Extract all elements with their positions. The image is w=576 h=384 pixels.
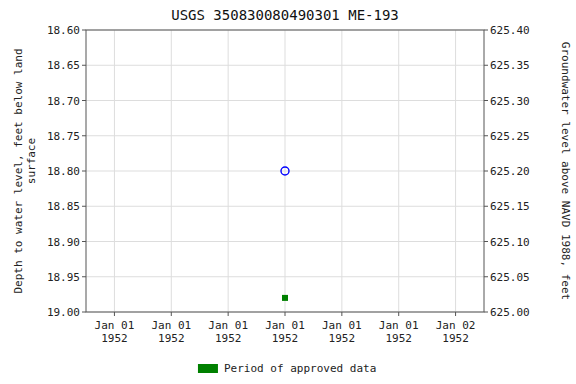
plot-frame xyxy=(86,30,484,312)
tick xyxy=(114,312,115,316)
text-line: 1952 xyxy=(215,332,242,345)
tick xyxy=(484,276,488,277)
text-line: Jan 01 xyxy=(95,319,135,332)
tick-label: 625.00 xyxy=(490,306,530,319)
tick-label: Jan 011952 xyxy=(265,319,305,345)
grid-line xyxy=(285,30,286,312)
text-line: Jan 02 xyxy=(436,319,476,332)
text-line: 1952 xyxy=(385,332,412,345)
text-line: 1952 xyxy=(442,332,469,345)
text-line: Jan 01 xyxy=(265,319,305,332)
tick-label: Jan 011952 xyxy=(95,319,135,345)
tick xyxy=(484,171,488,172)
tick xyxy=(484,30,488,31)
point xyxy=(282,295,288,301)
tick-label: Jan 021952 xyxy=(436,319,476,345)
tick-label: 18.70 xyxy=(47,95,80,108)
grid-line xyxy=(114,30,115,312)
tick xyxy=(285,312,286,316)
text-line: 1952 xyxy=(101,332,128,345)
tick-label: 18.85 xyxy=(47,200,80,213)
legend: Period of approved data xyxy=(198,362,376,375)
tick xyxy=(171,312,172,316)
axis-label: Depth to water level, feet below land su… xyxy=(12,48,38,293)
tick xyxy=(82,135,86,136)
tick xyxy=(82,65,86,66)
tick xyxy=(484,100,488,101)
text-line: 1952 xyxy=(272,332,299,345)
tick-label: 625.05 xyxy=(490,271,530,284)
grid-line xyxy=(228,30,229,312)
tick xyxy=(341,312,342,316)
tick-label: 18.65 xyxy=(47,59,80,72)
grid-line xyxy=(455,30,456,312)
title: USGS 350830080490301 ME-193 xyxy=(171,7,399,23)
tick-label: 18.75 xyxy=(47,130,80,143)
tick-label: 18.90 xyxy=(47,236,80,249)
text-line: 1952 xyxy=(158,332,185,345)
tick xyxy=(82,30,86,31)
tick-label: 19.00 xyxy=(47,306,80,319)
tick xyxy=(484,206,488,207)
marks xyxy=(281,167,289,301)
axis-label: Groundwater level above NAVD 1988, feet xyxy=(559,42,572,300)
tick xyxy=(455,312,456,316)
tick-label: 18.80 xyxy=(47,165,80,178)
tick-label: 625.10 xyxy=(490,236,530,249)
text-line: Jan 01 xyxy=(208,319,248,332)
tick-label: 625.25 xyxy=(490,130,530,143)
tick-label: Jan 011952 xyxy=(151,319,191,345)
tick xyxy=(82,206,86,207)
tick xyxy=(228,312,229,316)
tick xyxy=(82,312,86,313)
text-line: Jan 01 xyxy=(379,319,419,332)
tick-label: Jan 011952 xyxy=(208,319,248,345)
tick-label: 625.30 xyxy=(490,95,530,108)
tick xyxy=(82,100,86,101)
text-line: Jan 01 xyxy=(151,319,191,332)
tick-label: 18.60 xyxy=(47,24,80,37)
tick-label: 625.35 xyxy=(490,59,530,72)
tick xyxy=(82,171,86,172)
tick xyxy=(484,241,488,242)
tick xyxy=(484,312,488,313)
text-line: surface xyxy=(25,138,38,204)
tick-label: 625.20 xyxy=(490,165,530,178)
text-line: Jan 01 xyxy=(322,319,362,332)
tick xyxy=(484,65,488,66)
grid-line xyxy=(171,30,172,312)
tick-label: 18.95 xyxy=(47,271,80,284)
tick-label: 625.15 xyxy=(490,200,530,213)
tick xyxy=(82,276,86,277)
tick xyxy=(82,241,86,242)
text-line: Depth to water level, feet below land xyxy=(12,48,25,293)
text-line: 1952 xyxy=(329,332,356,345)
tick-label: 625.40 xyxy=(490,24,530,37)
grid-line xyxy=(341,30,342,312)
grid-line xyxy=(398,30,399,312)
plot-area xyxy=(86,30,484,312)
tick-label: Jan 011952 xyxy=(379,319,419,345)
tick xyxy=(398,312,399,316)
chart: 18.60 18.65 18.70 18.75 18.80 18.85 18.90 18.95… xyxy=(0,0,576,384)
point xyxy=(281,167,289,175)
tick xyxy=(484,135,488,136)
legend-swatch xyxy=(198,364,218,373)
legend-label: Period of approved data xyxy=(224,362,376,375)
tick-label: Jan 011952 xyxy=(322,319,362,345)
